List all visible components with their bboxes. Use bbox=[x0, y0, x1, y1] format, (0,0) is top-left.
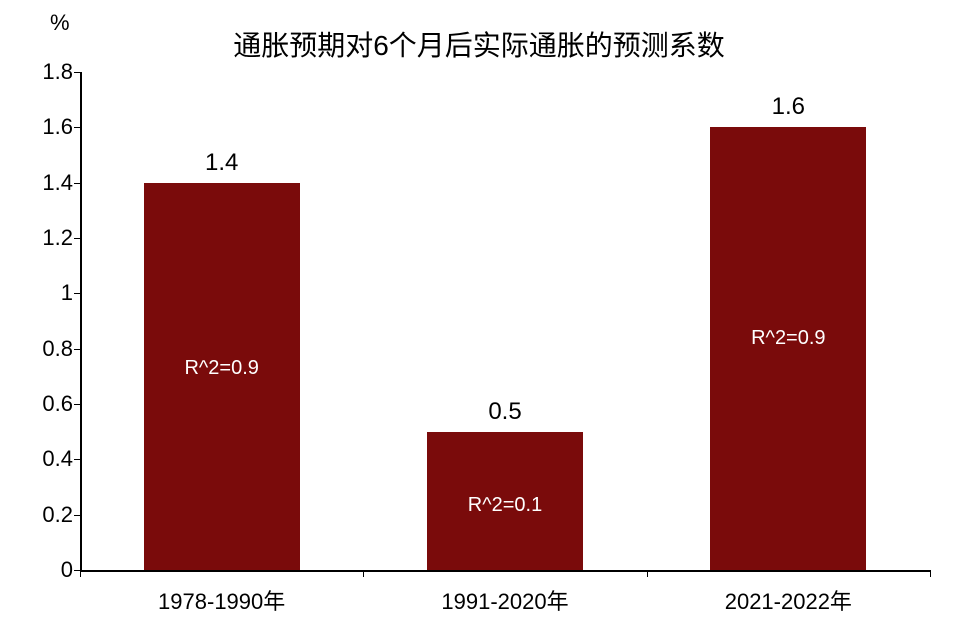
y-tick-label: 1.2 bbox=[13, 225, 73, 251]
x-category-label: 2021-2022年 bbox=[725, 584, 852, 616]
y-tick-label: 0.8 bbox=[13, 336, 73, 362]
y-tick-mark bbox=[74, 515, 80, 516]
bar-inner-label: R^2=0.9 bbox=[184, 357, 258, 380]
y-tick-mark bbox=[74, 349, 80, 350]
y-tick-label: 1.4 bbox=[13, 170, 73, 196]
chart-title: 通胀预期对6个月后实际通胀的预测系数 bbox=[0, 24, 958, 64]
y-tick-label: 1.6 bbox=[13, 114, 73, 140]
bar-inner-label: R^2=0.1 bbox=[468, 494, 542, 517]
bar-value-label: 1.4 bbox=[205, 149, 238, 177]
x-tick-mark bbox=[647, 570, 648, 577]
y-tick-label: 0.4 bbox=[13, 446, 73, 472]
x-tick-mark bbox=[930, 570, 931, 577]
y-tick-mark bbox=[74, 238, 80, 239]
bar-value-label: 1.6 bbox=[772, 93, 805, 121]
y-tick-label: 1 bbox=[13, 280, 73, 306]
x-category-label: 1991-2020年 bbox=[441, 584, 568, 616]
y-tick-mark bbox=[74, 293, 80, 294]
x-tick-mark bbox=[363, 570, 364, 577]
x-tick-mark bbox=[80, 570, 81, 577]
y-tick-label: 0.2 bbox=[13, 502, 73, 528]
y-tick-mark bbox=[74, 127, 80, 128]
x-axis-line bbox=[80, 570, 930, 572]
bar-inner-label: R^2=0.9 bbox=[751, 327, 825, 350]
y-tick-mark bbox=[74, 183, 80, 184]
chart-container: % 通胀预期对6个月后实际通胀的预测系数 00.20.40.60.811.21.… bbox=[0, 0, 958, 640]
y-tick-label: 1.8 bbox=[13, 59, 73, 85]
bar-value-label: 0.5 bbox=[488, 398, 521, 426]
y-tick-mark bbox=[74, 404, 80, 405]
x-category-label: 1978-1990年 bbox=[158, 584, 285, 616]
y-tick-label: 0.6 bbox=[13, 391, 73, 417]
y-tick-label: 0 bbox=[13, 557, 73, 583]
y-tick-mark bbox=[74, 459, 80, 460]
y-tick-mark bbox=[74, 72, 80, 73]
